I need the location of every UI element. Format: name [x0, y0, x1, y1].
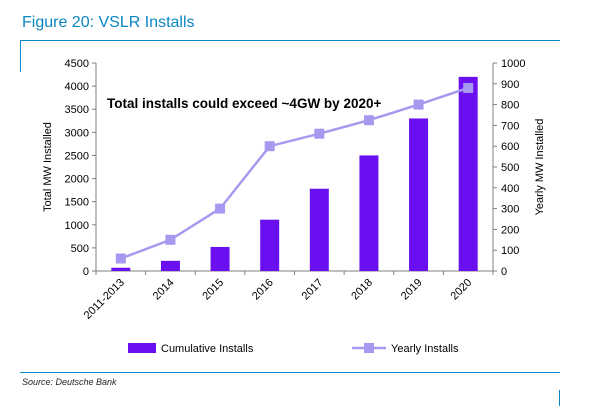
y-tick-label: 0 [83, 266, 89, 278]
x-tick-label: 2016 [250, 277, 276, 303]
bar [309, 188, 329, 271]
legend-bar-swatch [128, 343, 156, 353]
y2-tick-label: 0 [501, 266, 507, 278]
y2-tick-label: 800 [501, 100, 519, 112]
y2-tick-label: 200 [501, 224, 519, 236]
y-tick-label: 2500 [65, 150, 89, 162]
figure-title: Figure 20: VSLR Installs [22, 14, 195, 31]
left-frame-line [20, 40, 21, 72]
line-point [115, 253, 126, 264]
x-tick-label: 2015 [200, 277, 226, 303]
y2-tick-label: 700 [501, 120, 519, 132]
x-tick-label: 2020 [449, 277, 475, 303]
y2-tick-label: 600 [501, 141, 519, 153]
y2-axis-title: Yearly MW Installed [534, 119, 546, 216]
line-point [363, 115, 374, 126]
y-tick-label: 1500 [65, 197, 89, 209]
bar-series [111, 76, 478, 271]
bar [111, 267, 131, 271]
line-point [215, 203, 226, 214]
y-tick-label: 4000 [65, 81, 89, 93]
y2-tick-label: 900 [501, 79, 519, 91]
legend-bar-label: Cumulative Installs [161, 343, 254, 355]
x-tick-label: 2017 [300, 277, 326, 303]
source-rule [20, 372, 560, 373]
source-note: Source: Deutsche Bank [22, 377, 117, 387]
bar [160, 260, 180, 271]
legend-line-label: Yearly Installs [391, 343, 459, 355]
bar [260, 219, 280, 271]
x-tick-label: 2011-2013 [82, 277, 127, 322]
bar [210, 246, 230, 271]
line-point [314, 128, 325, 139]
line-point [413, 99, 424, 110]
legend: Cumulative Installs Yearly Installs [128, 343, 459, 355]
legend-line-marker [364, 343, 374, 353]
yearly-line [120, 86, 469, 260]
line-point [165, 234, 176, 245]
y-tick-label: 3500 [65, 104, 89, 116]
line-series [115, 82, 474, 264]
y-tick-label: 3000 [65, 127, 89, 139]
y2-tick-label: 300 [501, 204, 519, 216]
line-point [264, 141, 275, 152]
line-point [463, 82, 474, 93]
bar [359, 155, 379, 271]
x-tick-label: 2019 [399, 277, 425, 303]
y2-tick-label: 100 [501, 245, 519, 257]
x-tick-label: 2018 [349, 277, 375, 303]
y2-tick-label: 500 [501, 162, 519, 174]
y2-tick-label: 1000 [501, 58, 525, 70]
bar [458, 76, 478, 271]
y-tick-label: 2000 [65, 174, 89, 186]
y-tick-label: 500 [71, 243, 89, 255]
x-tick-label: 2014 [151, 277, 177, 303]
title-rule [20, 40, 560, 41]
bar [409, 118, 429, 271]
y-tick-label: 1000 [65, 220, 89, 232]
y-axis-title: Total MW Installed [42, 122, 54, 212]
right-frame-line [559, 390, 560, 406]
y2-tick-label: 400 [501, 183, 519, 195]
annotation-text: Total installs could exceed ~4GW by 2020… [107, 96, 381, 111]
y-tick-label: 4500 [65, 58, 89, 70]
